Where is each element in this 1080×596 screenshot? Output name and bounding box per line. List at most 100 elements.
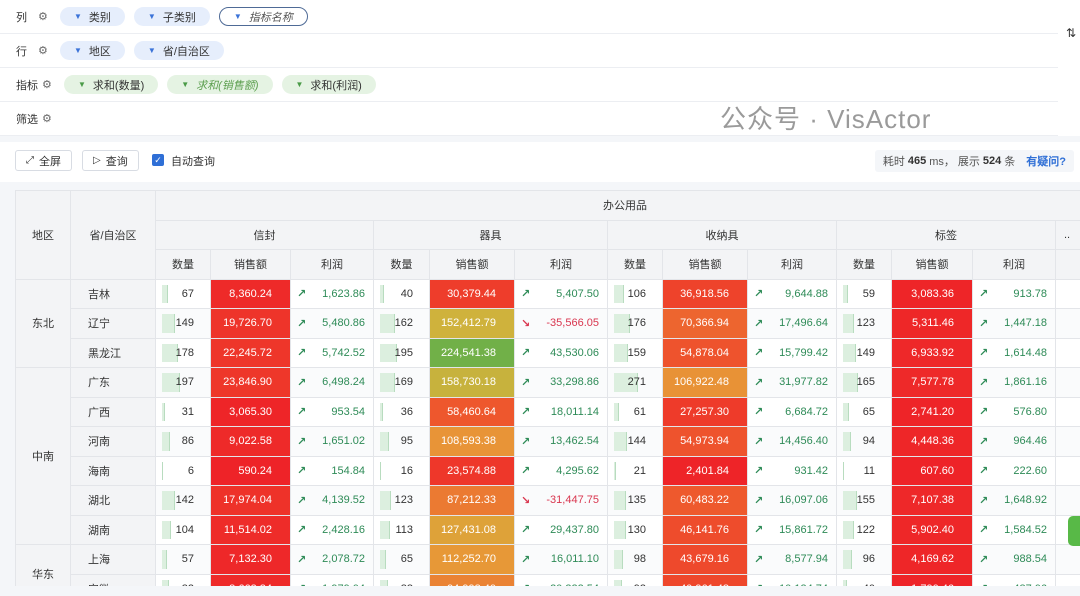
quantity-bar xyxy=(380,579,388,586)
gear-icon[interactable]: ⚙ xyxy=(42,113,52,125)
quantity-cell: 130 xyxy=(607,514,663,545)
arrow-up-right-icon: ↗ xyxy=(521,376,531,389)
quantity-bar xyxy=(162,343,178,362)
quantity-value: 162 xyxy=(394,317,413,330)
field-label: 类别 xyxy=(88,11,111,24)
profit-cell: ↗ 964.46 xyxy=(972,426,1056,457)
province-cell: 上海 xyxy=(70,544,156,575)
profit-cell: ↗ 29,437.80 xyxy=(514,514,608,545)
quantity-bar xyxy=(614,284,624,303)
quantity-bar xyxy=(843,373,858,392)
column-field-category[interactable]: ▼ 类别 xyxy=(60,7,125,26)
gear-icon[interactable]: ⚙ xyxy=(38,11,48,23)
table-row: 辽宁 149 19,726.70 ↗ 5,480.86 162 152,412.79 ↘ -35… xyxy=(16,308,1080,339)
profit-content: ↗ 1,447.18 xyxy=(979,317,1047,330)
quantity-value: 61 xyxy=(633,405,646,418)
quantity-bar xyxy=(843,579,847,586)
more-cell xyxy=(1054,308,1080,339)
profit-value: 1,614.48 xyxy=(1004,346,1047,359)
profit-content: ↗ 20,322.54 xyxy=(521,582,599,586)
quantity-bar xyxy=(162,314,175,333)
arrow-up-right-icon: ↗ xyxy=(521,288,531,301)
quantity-cell: 142 xyxy=(155,485,211,516)
more-cell xyxy=(1054,544,1080,575)
province-cell: 湖北 xyxy=(70,485,156,516)
pivot-config-panel: 列 ⚙ ▼ 类别 ▼ 子类别 ▼ 指标名称 行 ⚙ ▼ 地区 ▼ 省/自治区 指标 ⚙ ▼… xyxy=(0,0,1080,136)
toolbar: ⤢ 全屏 ▷ 查询 ✓ 自动查询 耗时 465 ms， 展示 524 条 有疑问? xyxy=(0,142,1080,182)
arrow-up-right-icon: ↗ xyxy=(754,553,764,566)
metric-field-profit[interactable]: ▼ 求和(利润) xyxy=(281,75,376,94)
filter-config-row: 筛选 ⚙ xyxy=(0,102,1058,136)
quantity-bar xyxy=(614,432,627,451)
query-button[interactable]: ▷ 查询 xyxy=(82,150,139,171)
profit-cell: ↗ 17,496.64 xyxy=(747,308,837,339)
arrow-down-right-icon: ↘ xyxy=(521,494,531,507)
more-cell xyxy=(1054,337,1080,368)
metric-header: 数量 xyxy=(155,249,211,280)
arrow-up-right-icon: ↗ xyxy=(754,494,764,507)
profit-cell: ↗ 14,456.40 xyxy=(747,426,837,457)
query-stats: 耗时 465 ms， 展示 524 条 有疑问? xyxy=(874,150,1074,172)
gear-icon[interactable]: ⚙ xyxy=(38,45,48,57)
profit-value: 20,322.54 xyxy=(550,583,599,586)
row-field-province[interactable]: ▼ 省/自治区 xyxy=(133,41,224,60)
table-row: 河南 86 9,022.58 ↗ 1,651.02 95 108,593.38 ↗ 13,462… xyxy=(16,426,1080,457)
arrow-up-right-icon: ↗ xyxy=(297,376,307,389)
quantity-bar xyxy=(162,284,168,303)
profit-cell: ↗ 6,684.72 xyxy=(747,396,837,427)
side-tab-button[interactable] xyxy=(1068,516,1080,546)
column-field-subcategory[interactable]: ▼ 子类别 xyxy=(133,7,210,26)
more-cell xyxy=(1054,455,1080,486)
column-field-metric-name[interactable]: ▼ 指标名称 xyxy=(218,7,308,26)
quantity-bar xyxy=(162,520,171,539)
quantity-cell: 16 xyxy=(373,455,430,486)
subcategory-header: 收纳具 xyxy=(607,219,837,250)
quantity-cell: 96 xyxy=(836,544,892,575)
arrow-up-right-icon: ↗ xyxy=(754,288,764,301)
profit-cell: ↗ 1,861.16 xyxy=(972,367,1056,398)
profit-value: 2,078.72 xyxy=(322,553,365,566)
table-row: 东北 吉林 67 8,360.24 ↗ 1,623.86 40 30,379.44 ↗ 5,407… xyxy=(15,278,1080,368)
metric-field-quantity[interactable]: ▼ 求和(数量) xyxy=(64,75,159,94)
profit-cell: ↗ 5,407.50 xyxy=(514,278,608,309)
quantity-bar xyxy=(380,520,390,539)
auto-query-checkbox[interactable]: ✓ xyxy=(152,154,164,166)
sales-cell: 106,922.48 xyxy=(662,367,748,398)
profit-value: 13,462.54 xyxy=(550,435,599,448)
sales-cell: 3,065.30 xyxy=(210,396,291,427)
quantity-value: 155 xyxy=(856,494,875,507)
profit-cell: ↗ 15,861.72 xyxy=(747,514,837,545)
quantity-bar xyxy=(843,550,852,569)
quantity-cell: 57 xyxy=(155,544,211,575)
quantity-cell: 113 xyxy=(373,514,430,545)
profit-cell: ↘ -35,566.05 xyxy=(514,308,608,339)
swap-axes-icon[interactable]: ⇅ xyxy=(1065,26,1076,40)
metric-header: 数量 xyxy=(373,249,430,280)
row-field-region[interactable]: ▼ 地区 xyxy=(60,41,125,60)
arrow-up-right-icon: ↗ xyxy=(979,435,989,448)
profit-cell: ↗ 1,447.18 xyxy=(972,308,1056,339)
metric-field-sales[interactable]: ▼ 求和(销售额) xyxy=(167,75,273,94)
profit-cell: ↗ 8,577.94 xyxy=(747,544,837,575)
profit-content: ↗ 222.60 xyxy=(979,464,1047,478)
help-link[interactable]: 有疑问? xyxy=(1026,156,1066,168)
quantity-bar xyxy=(162,402,165,421)
table-row: 海南 6 590.24 ↗ 154.84 16 23,574.88 ↗ 4,295.62 21 2,… xyxy=(16,455,1080,486)
quantity-cell: 36 xyxy=(373,396,430,427)
metrics-config-row: 指标 ⚙ ▼ 求和(数量) ▼ 求和(销售额) ▼ 求和(利润) xyxy=(0,68,1058,102)
arrow-up-right-icon: ↗ xyxy=(521,465,531,478)
arrow-up-right-icon: ↗ xyxy=(297,435,307,448)
profit-cell: ↗ 931.42 xyxy=(747,455,837,486)
fullscreen-button[interactable]: ⤢ 全屏 xyxy=(15,150,72,171)
quantity-value: 122 xyxy=(856,523,875,536)
profit-cell: ↗ 2,078.72 xyxy=(290,544,374,575)
profit-value: 6,498.24 xyxy=(322,376,365,389)
gear-icon[interactable]: ⚙ xyxy=(42,79,52,91)
arrow-up-right-icon: ↗ xyxy=(979,553,989,566)
profit-content: ↗ 487.06 xyxy=(979,582,1047,586)
profit-cell: ↗ 5,742.52 xyxy=(290,337,374,368)
quantity-bar xyxy=(380,373,395,392)
quantity-bar xyxy=(843,491,857,510)
profit-cell: ↗ 576.80 xyxy=(972,396,1056,427)
stats-count: 524 xyxy=(982,155,1002,167)
